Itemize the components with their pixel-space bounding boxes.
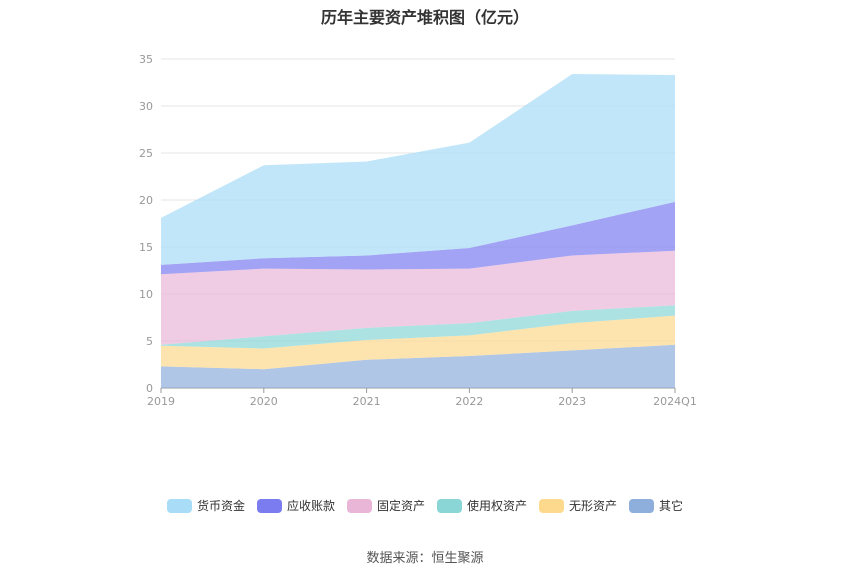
legend-swatch (629, 498, 655, 513)
y-tick-label: 30 (139, 100, 153, 113)
legend: 货币资金 应收账款 固定资产 使用权资产 无形资产 其它 (0, 497, 850, 514)
legend-item[interactable]: 其它 (629, 497, 683, 514)
legend-swatch (539, 498, 565, 513)
axes: 0 5 10 15 20 25 30 35 2019 2020 2021 2022 2023 2024Q1 (139, 53, 697, 408)
legend-item[interactable]: 使用权资产 (437, 497, 527, 514)
y-tick-label: 20 (139, 194, 153, 207)
y-tick-label: 35 (139, 53, 153, 66)
legend-label: 固定资产 (376, 499, 425, 513)
legend-item[interactable]: 固定资产 (346, 497, 425, 514)
legend-label: 无形资产 (569, 499, 618, 513)
legend-item[interactable]: 应收账款 (256, 497, 335, 514)
area-series-3 (161, 250, 675, 345)
area-series-4 (161, 201, 675, 275)
legend-item[interactable]: 无形资产 (539, 497, 617, 514)
source-note: 数据来源：恒生聚源 (366, 551, 484, 566)
legend-label: 货币资金 (196, 499, 245, 513)
y-tick-label: 15 (139, 241, 153, 254)
legend-label: 使用权资产 (467, 499, 528, 513)
legend-item[interactable]: 货币资金 (166, 497, 245, 514)
area-series-layer (161, 74, 675, 388)
stacked-area-chart: 0 5 10 15 20 25 30 35 2019 2020 2021 2022 2023 2024Q1 (139, 53, 697, 408)
area-series-1 (161, 315, 675, 370)
x-tick-label: 2020 (250, 395, 278, 408)
legend-swatch (166, 498, 192, 513)
legend-swatch (256, 498, 282, 513)
y-tick-label: 10 (139, 288, 153, 301)
x-tick-label: 2022 (455, 395, 483, 408)
chart-title: 历年主要资产堆积图（亿元） (320, 8, 529, 27)
area-series-2 (161, 305, 675, 349)
legend-swatch (346, 498, 372, 513)
area-series-0 (161, 344, 675, 388)
y-tick-label: 5 (146, 335, 153, 348)
x-tick-label: 2023 (558, 395, 586, 408)
legend-label: 应收账款 (286, 499, 335, 513)
legend-label: 其它 (659, 499, 684, 513)
x-tick-label: 2024Q1 (653, 395, 697, 408)
y-tick-label: 0 (146, 382, 153, 395)
x-tick-label: 2019 (147, 395, 175, 408)
x-tick-label: 2021 (353, 395, 381, 408)
area-series-5 (161, 74, 675, 265)
legend-swatch (437, 498, 462, 513)
y-tick-label: 25 (139, 147, 153, 160)
